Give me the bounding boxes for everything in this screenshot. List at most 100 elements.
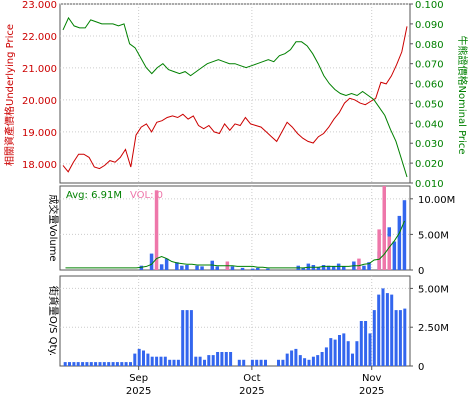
outstanding-bar (120, 362, 124, 366)
outstanding-bar (98, 362, 102, 366)
outstanding-bar (316, 355, 320, 366)
volume-tick-label: 5.00M (418, 230, 449, 241)
outstanding-bar (194, 356, 198, 366)
volume-bar (367, 262, 371, 270)
outstanding-axis-title: 街貨量O/S Qty. (47, 286, 60, 356)
price-grid (60, 3, 410, 183)
volume-bars (65, 186, 407, 270)
x-month-label: Nov (362, 373, 382, 384)
outstanding-bar (137, 348, 141, 366)
volume-bar (230, 266, 235, 270)
volume-average-line (65, 220, 405, 269)
outstanding-bar (129, 362, 132, 366)
outstanding-bar (303, 358, 307, 366)
outstanding-bar (224, 352, 228, 366)
outstanding-bar (63, 362, 67, 366)
outstanding-bar (294, 348, 298, 366)
nominal-price-axis-title: 牛熊證價格Nominal Price (456, 36, 469, 155)
outstanding-panel: 5.00M 2.50M 0 街貨量O/S Qty. (47, 275, 449, 373)
outstanding-bar (133, 353, 137, 366)
volume-bar (362, 265, 366, 270)
volume-panel: 10.00M 5.00M 0 Avg: 6.91M VOL: 0 成交量Volume (47, 185, 455, 277)
volume-tick-label: 0 (418, 266, 424, 277)
price-panel: 23.000 22.000 21.000 20.000 19.000 18.000 0.1… (3, 0, 469, 190)
nominal-price-tick-label: 0.050 (415, 99, 444, 110)
outstanding-bar (172, 359, 176, 366)
nominal-price-tick-label: 0.100 (415, 0, 444, 11)
price-right-ticks: 0.100 0.090 0.080 0.070 0.060 0.050 0.040 0.030… (410, 0, 444, 190)
volume-current-legend: VOL: 0 (130, 190, 163, 201)
outstanding-bar (111, 362, 115, 366)
outstanding-bar (81, 362, 85, 366)
outstanding-bar (250, 359, 254, 366)
outstanding-bar (181, 310, 185, 366)
outstanding-bar (163, 356, 167, 366)
underlying-price-tick-label: 21.000 (22, 64, 57, 75)
outstanding-bar (346, 341, 350, 366)
outstanding-plot-frame (59, 275, 411, 367)
outstanding-bar (146, 353, 150, 366)
volume-bar (195, 265, 199, 270)
underlying-price-tick-label: 20.000 (22, 96, 57, 107)
outstanding-bar (390, 294, 394, 366)
outstanding-bar (176, 359, 180, 366)
volume-bar (397, 215, 402, 270)
outstanding-tick-label: 2.50M (418, 323, 449, 334)
outstanding-bar (329, 338, 333, 366)
outstanding-bar (311, 356, 315, 366)
outstanding-tick-label: 5.00M (418, 284, 449, 295)
outstanding-tick-label: 0 (418, 362, 424, 373)
outstanding-bar (403, 308, 407, 366)
outstanding-bar (259, 359, 263, 366)
outstanding-bar (277, 359, 280, 366)
outstanding-bar (76, 362, 80, 366)
volume-bar (149, 253, 154, 270)
volume-bar (175, 262, 179, 270)
outstanding-bar (372, 310, 376, 366)
outstanding-bar (142, 350, 145, 366)
outstanding-bar (281, 359, 285, 366)
volume-average-legend: Avg: 6.91M (66, 190, 122, 201)
outstanding-bar (189, 310, 193, 366)
outstanding-bar (351, 353, 354, 366)
volume-bar (250, 268, 255, 270)
outstanding-bar (368, 333, 372, 366)
volume-axis-title: 成交量Volume (47, 194, 60, 261)
outstanding-bar (359, 321, 363, 366)
outstanding-bar (207, 355, 211, 366)
outstanding-bar (85, 362, 89, 366)
volume-bar (215, 266, 219, 270)
volume-bar (402, 200, 407, 270)
x-month-label: Oct (243, 373, 260, 384)
volume-bar (240, 267, 245, 270)
nominal-price-tick-label: 0.040 (415, 119, 444, 130)
volume-bar (180, 265, 184, 270)
x-year-label: 2025 (239, 386, 264, 397)
outstanding-bar (377, 294, 381, 366)
x-year-label: 2025 (359, 386, 384, 397)
outstanding-bar (385, 293, 389, 366)
outstanding-bar (394, 310, 398, 366)
nominal-price-tick-label: 0.070 (415, 60, 444, 71)
outstanding-bar (255, 359, 259, 366)
outstanding-bar (203, 359, 206, 366)
nominal-price-tick-label: 0.060 (415, 80, 444, 91)
volume-plot-frame (59, 185, 411, 271)
outstanding-bar (168, 359, 172, 366)
underlying-price-tick-label: 19.000 (22, 128, 57, 139)
volume-bar (382, 186, 386, 270)
outstanding-bar (242, 359, 246, 366)
outstanding-bar (94, 362, 98, 366)
outstanding-bar (124, 362, 128, 366)
volume-bar (301, 267, 305, 270)
volume-bar (357, 258, 361, 270)
volume-bar (139, 265, 144, 270)
outstanding-bar (264, 359, 267, 366)
volume-tick-label: 10.00M (418, 195, 455, 206)
outstanding-bar (290, 350, 294, 366)
outstanding-bar (72, 362, 76, 366)
outstanding-right-ticks: 5.00M 2.50M 0 (410, 284, 449, 373)
outstanding-bars (63, 288, 407, 366)
price-series (62, 16, 408, 178)
outstanding-bar (220, 352, 224, 366)
